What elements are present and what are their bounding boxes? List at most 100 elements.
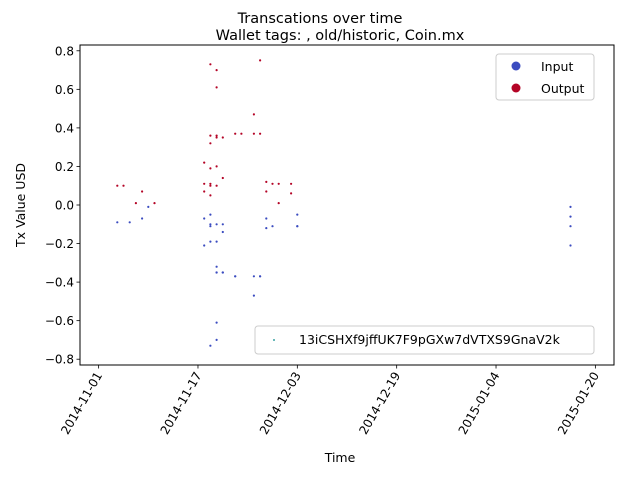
y-tick-label: −0.2 xyxy=(45,237,74,251)
data-points xyxy=(116,59,572,347)
input-point xyxy=(141,217,144,220)
legend-output-label: Output xyxy=(541,81,585,96)
x-axis-label: Time xyxy=(324,450,356,465)
output-point xyxy=(215,86,218,89)
input-point xyxy=(252,294,255,297)
input-point xyxy=(265,227,268,230)
output-point xyxy=(209,184,212,187)
output-point xyxy=(215,184,218,187)
x-tick-label: 2014-11-17 xyxy=(158,370,205,437)
x-tick-label: 2014-11-01 xyxy=(58,370,105,437)
input-point xyxy=(209,344,212,347)
output-point xyxy=(203,190,206,193)
chart-title: Transcations over time xyxy=(237,11,403,27)
output-point xyxy=(290,182,293,185)
output-point xyxy=(203,182,206,185)
input-point xyxy=(252,275,255,278)
y-axis-label: Tx Value USD xyxy=(13,163,28,248)
output-point xyxy=(209,63,212,66)
output-point xyxy=(122,184,125,187)
x-tick-label: 2014-12-03 xyxy=(257,370,304,437)
input-point xyxy=(209,213,212,216)
input-point xyxy=(569,215,572,218)
address-legend: 13iCSHXf9jffUK7F9pGXw7dVTXS9GnaV2k xyxy=(254,325,595,355)
output-point xyxy=(209,167,212,170)
output-point xyxy=(134,202,137,205)
input-point xyxy=(221,230,224,234)
y-tick-label: −0.6 xyxy=(45,314,74,328)
input-point xyxy=(128,221,131,224)
input-point xyxy=(215,271,218,274)
output-point xyxy=(209,182,212,185)
input-point xyxy=(209,225,212,228)
output-point xyxy=(259,132,262,135)
input-point xyxy=(215,338,218,341)
output-point xyxy=(141,190,144,193)
legend-input-marker xyxy=(511,61,521,71)
y-tick-label: 0.4 xyxy=(55,121,74,135)
output-point xyxy=(116,184,119,187)
input-point xyxy=(569,244,572,247)
output-point xyxy=(240,132,243,135)
input-point xyxy=(215,240,218,243)
address-legend-label: 13iCSHXf9jffUK7F9pGXw7dVTXS9GnaV2k xyxy=(299,332,561,347)
output-point xyxy=(221,136,224,139)
input-point xyxy=(209,223,212,226)
output-point xyxy=(259,59,262,62)
output-point xyxy=(215,134,218,137)
plot-frame xyxy=(79,44,615,366)
input-point xyxy=(215,265,218,268)
output-point xyxy=(203,161,206,164)
output-point xyxy=(265,180,268,183)
output-point xyxy=(290,192,293,195)
output-point xyxy=(153,202,156,205)
input-point xyxy=(569,225,572,228)
y-tick-label: 0.8 xyxy=(55,44,74,58)
input-point xyxy=(215,321,218,324)
input-point xyxy=(296,225,299,228)
y-tick-label: 0.0 xyxy=(55,199,74,213)
legend-box xyxy=(495,53,595,101)
input-point xyxy=(569,205,572,208)
input-point xyxy=(296,213,299,216)
address-legend-box xyxy=(254,325,595,355)
y-axis: −0.8 −0.6 −0.4 −0.2 0.0 0.2 0.4 0.6 0.8 xyxy=(45,44,80,367)
input-point xyxy=(203,244,206,247)
output-point xyxy=(277,202,280,205)
input-point xyxy=(221,223,224,226)
legend-output-marker xyxy=(511,83,521,93)
legend-input-label: Input xyxy=(541,59,573,74)
output-point xyxy=(252,132,255,135)
input-point xyxy=(221,271,224,274)
input-point xyxy=(234,275,237,278)
output-point xyxy=(234,132,237,135)
x-axis: 2014-11-01 2014-11-17 2014-12-03 2014-12-19… xyxy=(58,365,602,437)
input-point xyxy=(259,275,262,278)
output-point xyxy=(221,176,224,180)
input-point xyxy=(215,223,218,226)
output-point xyxy=(215,136,218,139)
address-legend-marker xyxy=(273,339,275,341)
y-tick-label: −0.8 xyxy=(45,353,74,367)
input-point xyxy=(147,205,150,208)
input-point xyxy=(265,217,268,220)
y-tick-label: 0.2 xyxy=(55,160,74,174)
output-point xyxy=(252,113,255,116)
chart-subtitle: Wallet tags: , old/historic, Coin.mx xyxy=(216,28,465,44)
output-point xyxy=(209,134,212,137)
legend: Input Output xyxy=(495,53,595,101)
input-point xyxy=(116,221,119,224)
output-point xyxy=(209,142,212,145)
y-tick-label: 0.6 xyxy=(55,83,74,97)
y-tick-label: −0.4 xyxy=(45,276,74,290)
x-tick-label: 2014-12-19 xyxy=(356,370,403,437)
input-point xyxy=(203,217,206,220)
output-point xyxy=(209,194,212,197)
output-point xyxy=(215,69,218,72)
input-point xyxy=(271,225,274,228)
output-point xyxy=(277,182,280,185)
x-tick-label: 2015-01-04 xyxy=(456,370,503,437)
output-point xyxy=(271,182,274,185)
input-point xyxy=(209,240,212,243)
